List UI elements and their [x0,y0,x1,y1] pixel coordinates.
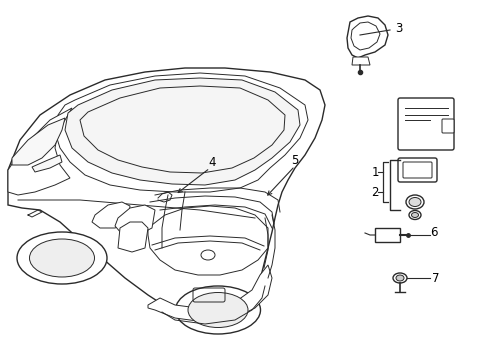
Polygon shape [352,57,370,65]
Polygon shape [148,206,268,275]
Polygon shape [92,202,130,228]
Polygon shape [375,228,400,242]
FancyBboxPatch shape [398,98,454,150]
Ellipse shape [409,198,421,207]
Polygon shape [12,118,65,165]
Ellipse shape [188,292,248,328]
Ellipse shape [393,273,407,283]
Text: 3: 3 [395,22,402,35]
FancyBboxPatch shape [442,119,454,133]
Ellipse shape [396,275,404,281]
Ellipse shape [406,195,424,209]
Polygon shape [347,16,388,58]
Polygon shape [55,73,308,192]
Text: 5: 5 [292,153,299,166]
Ellipse shape [412,212,418,217]
Polygon shape [115,205,155,235]
Polygon shape [32,155,62,172]
Text: 4: 4 [208,156,216,168]
Polygon shape [8,68,325,318]
Ellipse shape [409,211,421,220]
Polygon shape [118,222,148,252]
Ellipse shape [175,286,261,334]
FancyBboxPatch shape [398,158,437,182]
Polygon shape [8,108,72,195]
Polygon shape [148,265,272,322]
Ellipse shape [17,232,107,284]
Text: 7: 7 [432,271,440,284]
Polygon shape [65,78,300,185]
Text: 2: 2 [371,185,379,198]
Text: 6: 6 [430,225,438,239]
Text: 1: 1 [371,166,379,179]
Ellipse shape [29,239,95,277]
